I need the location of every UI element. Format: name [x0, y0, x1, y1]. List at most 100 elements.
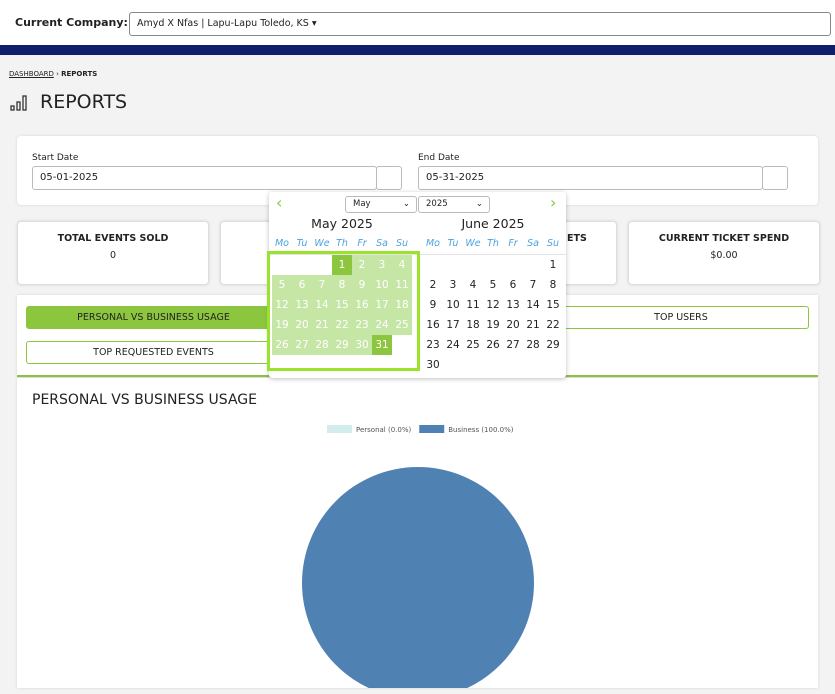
day[interactable]: 19 — [486, 319, 500, 331]
day[interactable]: 8 — [332, 275, 352, 295]
day[interactable]: 16 — [352, 295, 372, 315]
day[interactable]: 5 — [272, 275, 292, 295]
day[interactable]: 11 — [392, 275, 412, 295]
day[interactable]: 6 — [292, 275, 312, 295]
day[interactable]: 25 — [466, 339, 480, 351]
tab-button[interactable]: PERSONAL VS BUSINESS USAGE — [26, 306, 281, 329]
weekday: We — [314, 238, 330, 249]
day[interactable]: 12 — [272, 295, 292, 315]
weekday: Sa — [527, 238, 539, 249]
day[interactable]: 31 — [372, 335, 392, 355]
stat-card: TOTAL EVENTS SOLD 0 — [17, 221, 209, 285]
weekday: Th — [336, 238, 348, 249]
day[interactable]: 25 — [392, 315, 412, 335]
day[interactable]: 12 — [486, 299, 500, 311]
day[interactable]: 11 — [466, 299, 480, 311]
day[interactable]: 27 — [292, 335, 312, 355]
day[interactable]: 3 — [449, 279, 457, 291]
day[interactable]: 24 — [446, 339, 460, 351]
day[interactable]: 2 — [352, 255, 372, 275]
pie-chart: Personal (0.0%) Business (100.0%) — [302, 425, 534, 688]
day[interactable]: 10 — [372, 275, 392, 295]
day[interactable]: 20 — [292, 315, 312, 335]
day[interactable]: 26 — [272, 335, 292, 355]
day[interactable]: 1 — [549, 259, 557, 271]
day[interactable]: 21 — [526, 319, 540, 331]
day[interactable]: 2 — [429, 279, 437, 291]
weekday: Mo — [274, 238, 289, 249]
day[interactable]: 13 — [506, 299, 520, 311]
stat-title: TOTAL EVENTS SOLD — [57, 233, 169, 244]
day[interactable]: 30 — [426, 359, 440, 371]
month-title: June 2025 — [461, 216, 525, 231]
prev-arrow[interactable]: ‹ — [276, 193, 283, 212]
day[interactable]: 15 — [546, 299, 560, 311]
legend-label: Business (100.0%) — [448, 426, 514, 434]
day[interactable]: 15 — [332, 295, 352, 315]
day[interactable]: 8 — [549, 279, 557, 291]
day[interactable]: 22 — [332, 315, 352, 335]
stat-title: ETS — [567, 233, 587, 244]
day[interactable]: 17 — [446, 319, 460, 331]
day[interactable]: 24 — [372, 315, 392, 335]
next-arrow[interactable]: › — [550, 193, 557, 212]
day[interactable]: 3 — [372, 255, 392, 275]
legend-swatch — [327, 425, 352, 433]
day[interactable]: 18 — [392, 295, 412, 315]
day[interactable]: 28 — [526, 339, 540, 351]
year-value: 2025 — [426, 199, 448, 209]
day[interactable]: 28 — [312, 335, 332, 355]
day[interactable]: 19 — [272, 315, 292, 335]
weekday: Tu — [296, 238, 308, 249]
stat-value: 0 — [109, 250, 117, 261]
weekday: Fr — [357, 238, 367, 249]
day[interactable]: 23 — [352, 315, 372, 335]
day[interactable]: 23 — [426, 339, 440, 351]
pie-slice — [302, 467, 534, 688]
day[interactable]: 26 — [486, 339, 500, 351]
end-input[interactable]: 05-31-2025 — [418, 166, 763, 190]
day[interactable]: 22 — [546, 319, 560, 331]
tab-button[interactable]: TOP USERS — [553, 306, 809, 329]
weekday: Tu — [447, 238, 459, 249]
day[interactable]: 17 — [372, 295, 392, 315]
start-label: Start Date — [32, 153, 79, 163]
year-select[interactable]: 2025 ⌄ — [418, 196, 490, 213]
stat-card: CURRENT TICKET SPEND $0.00 — [628, 221, 820, 285]
company-select[interactable]: Amyd X Nfas | Lapu-Lapu Toledo, KS ▾ — [129, 12, 831, 36]
start-input[interactable]: 05-01-2025 — [32, 166, 377, 190]
calendar-button[interactable] — [376, 166, 402, 190]
day[interactable]: 7 — [529, 279, 537, 291]
day[interactable]: 29 — [332, 335, 352, 355]
day[interactable]: 14 — [526, 299, 540, 311]
weekday: Su — [395, 238, 409, 249]
range-highlight — [267, 251, 420, 371]
calendar-button[interactable] — [762, 166, 788, 190]
tab-button[interactable]: TOP REQUESTED EVENTS — [26, 341, 281, 364]
weekday: Th — [487, 238, 499, 249]
breadcrumb-link[interactable]: DASHBOARD — [9, 70, 54, 78]
day[interactable]: 4 — [469, 279, 477, 291]
day[interactable]: 4 — [392, 255, 412, 275]
breadcrumb-current: REPORTS — [61, 70, 98, 78]
day[interactable]: 10 — [446, 299, 460, 311]
day[interactable]: 14 — [312, 295, 332, 315]
day[interactable]: 13 — [292, 295, 312, 315]
weekday: Su — [546, 238, 560, 249]
day[interactable]: 6 — [509, 279, 517, 291]
day[interactable]: 9 — [429, 299, 437, 311]
day[interactable]: 27 — [506, 339, 520, 351]
day[interactable]: 18 — [466, 319, 480, 331]
day[interactable]: 21 — [312, 315, 332, 335]
day[interactable]: 20 — [506, 319, 520, 331]
month-select[interactable]: May ⌄ — [345, 196, 417, 213]
datepicker: ‹ › May ⌄ 2025 ⌄ May 2025 Mo Tu We Th Fr Sa Su 1 2 3… — [267, 192, 566, 378]
day[interactable]: 30 — [352, 335, 372, 355]
day[interactable]: 1 — [332, 255, 352, 275]
day[interactable]: 16 — [426, 319, 440, 331]
day[interactable]: 5 — [489, 279, 497, 291]
day[interactable]: 9 — [352, 275, 372, 295]
day[interactable]: 7 — [312, 275, 332, 295]
day[interactable]: 29 — [546, 339, 560, 351]
